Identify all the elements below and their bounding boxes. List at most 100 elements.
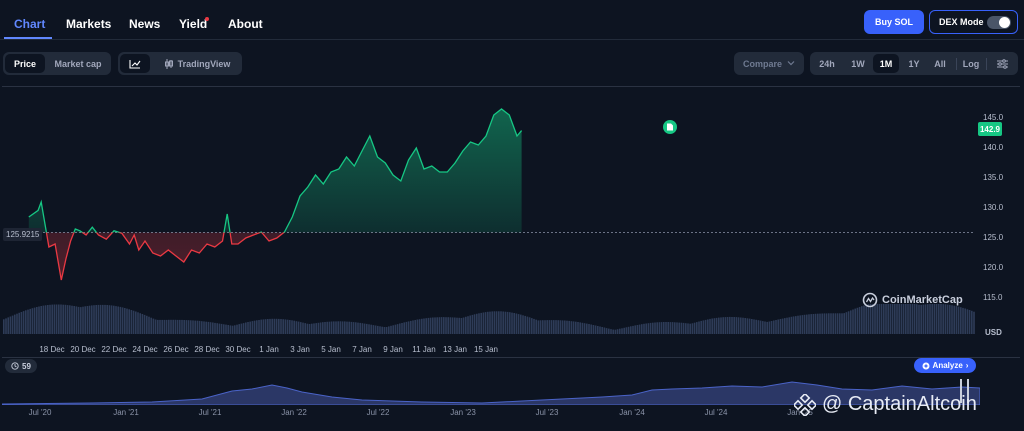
tab-about[interactable]: About [228, 17, 263, 31]
dex-mode-toggle[interactable]: DEX Mode [929, 10, 1018, 34]
currency-label: USD [985, 328, 1002, 337]
log-scale-button[interactable]: Log [962, 58, 980, 69]
tab-yield[interactable]: Yield [179, 17, 208, 31]
events-badge[interactable]: 59 [5, 359, 37, 373]
volume-bar [308, 324, 311, 334]
volume-bar [22, 311, 25, 334]
volume-bar [77, 306, 80, 334]
volume-bar [150, 317, 152, 334]
tab-markets[interactable]: Markets [66, 17, 112, 31]
volume-bar [726, 317, 729, 334]
volume-bar [262, 319, 265, 334]
volume-bar [678, 322, 680, 334]
volume-bar [722, 317, 724, 334]
volume-bar [163, 319, 166, 334]
volume-bar [524, 315, 526, 334]
volume-bar [720, 317, 722, 334]
volume-bar [949, 304, 951, 334]
volume-bar [55, 304, 58, 334]
volume-bar [159, 319, 161, 334]
news-marker[interactable] [663, 120, 677, 134]
volume-bar [238, 324, 240, 334]
volume-bar [522, 315, 524, 334]
volume-bar [887, 304, 889, 334]
volume-bar [799, 315, 801, 334]
volume-bar [724, 317, 727, 334]
overview-navigator[interactable] [2, 377, 980, 405]
volume-bar [744, 318, 746, 334]
volume-bar [748, 318, 751, 334]
volume-bar [434, 317, 436, 334]
volume-bar [682, 322, 685, 334]
volume-bar [456, 317, 458, 334]
toggle-switch[interactable] [987, 16, 1011, 29]
volume-bar [801, 315, 804, 334]
volume-bar [636, 325, 639, 334]
overview-tick-label: Jan '25 [787, 408, 813, 417]
volume-bar [806, 314, 808, 334]
tab-news[interactable]: News [129, 17, 161, 31]
volume-bar [53, 304, 56, 334]
volume-bar [146, 315, 148, 334]
volume-bar [11, 315, 14, 334]
volume-bar [75, 306, 78, 334]
range-1w[interactable]: 1W [851, 58, 865, 69]
range-1y[interactable]: 1Y [908, 58, 920, 69]
line-chart-button[interactable] [120, 54, 150, 73]
volume-bar [500, 311, 502, 334]
volume-bar [603, 327, 606, 334]
overview-area [2, 381, 980, 405]
compare-dropdown[interactable]: Compare [734, 52, 804, 75]
buy-button[interactable]: Buy SOL [864, 10, 924, 34]
analyze-button[interactable]: Analyze › [914, 358, 976, 373]
volume-bar [295, 321, 298, 334]
volume-bar [273, 318, 276, 334]
chart-type-switch: TradingView [118, 52, 242, 75]
volume-bar [808, 314, 810, 334]
volume-bar [143, 314, 146, 334]
chart-settings-button[interactable] [990, 54, 1014, 73]
volume-bar [931, 304, 933, 334]
volume-bar [900, 304, 903, 334]
volume-bar [883, 304, 885, 334]
volume-bar [671, 322, 674, 334]
volume-bar [966, 309, 969, 334]
range-all[interactable]: All [934, 58, 946, 69]
active-tab-indicator [4, 37, 52, 39]
range-1m[interactable]: 1M [873, 54, 899, 73]
volume-bar [95, 305, 97, 334]
history-icon [11, 362, 19, 370]
tradingview-button[interactable]: TradingView [154, 54, 240, 73]
volume-bar [253, 320, 256, 334]
volume-bar [731, 317, 733, 334]
volume-bar [454, 317, 456, 334]
volume-bar [128, 309, 130, 334]
price-button[interactable]: Price [5, 54, 45, 73]
range-24h[interactable]: 24h [819, 58, 835, 69]
volume-bar [3, 319, 5, 334]
volume-bar [588, 324, 590, 334]
volume-bar [117, 306, 119, 334]
volume-bar [97, 304, 100, 334]
x-tick-label: 30 Dec [225, 345, 251, 354]
volume-bar [86, 306, 89, 334]
volume-bar [368, 324, 370, 334]
navigator-handle-left[interactable] [960, 379, 962, 403]
volume-bar [599, 326, 601, 334]
volume-bar [73, 306, 75, 334]
volume-bar [14, 314, 16, 334]
volume-bar [564, 320, 566, 334]
volume-bar [918, 304, 920, 334]
y-tick-label: 140.0 [983, 143, 1004, 152]
volume-bar [216, 323, 218, 334]
volume-bar [960, 307, 962, 334]
volume-bar [856, 307, 859, 334]
volume-bar [784, 318, 786, 334]
new-dot-icon [205, 17, 209, 21]
tab-chart[interactable]: Chart [14, 17, 46, 31]
volume-bar [665, 322, 667, 334]
market-cap-button[interactable]: Market cap [54, 58, 102, 69]
navigator-handle-right[interactable] [967, 379, 969, 403]
volume-bar [172, 319, 174, 334]
